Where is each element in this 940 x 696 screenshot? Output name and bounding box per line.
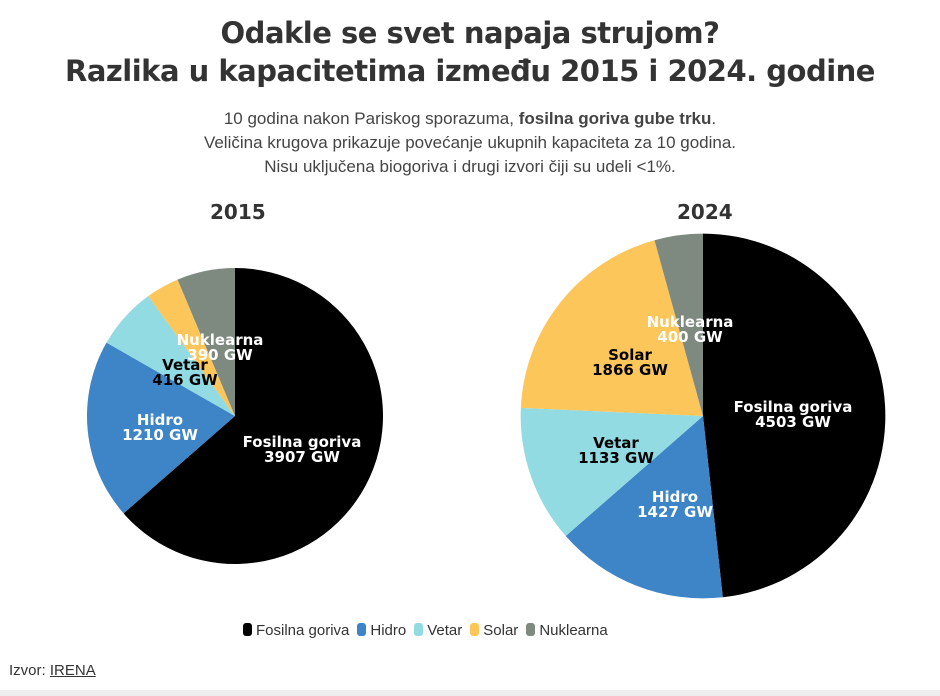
legend-swatch [526,623,536,636]
bottom-bar [0,690,940,696]
source: Izvor: IRENA [9,662,96,679]
pie-slice-2024-fosilna-goriva [703,233,886,598]
data-label: Solar 1866 GW [592,346,668,379]
pie-slice-2015-vetar [106,296,236,416]
legend-label: Hidro [370,622,407,639]
data-label: Nuklearna 400 GW [647,313,734,346]
pie-slice-2024-vetar [520,407,703,537]
data-label: Fosilna goriva 4503 GW [734,398,853,431]
data-label: Hidro 1210 GW [122,411,198,444]
title-line-1: Odakle se svet napaja strujom? [220,16,720,50]
legend-swatch [357,623,367,636]
legend-item: Solar [470,622,518,639]
pie-slice-2015-solar [148,279,235,416]
legend-label: Fosilna goriva [256,622,350,639]
legend: Fosilna goriva Hidro Vetar Solar Nuklearna [243,622,608,639]
legend-label: Vetar [427,622,463,639]
pie-title-2024: 2024 [677,200,733,224]
subtitle-text: . [711,109,717,128]
legend-label: Solar [483,622,519,639]
pie-slice-2024-nuklearna [654,233,703,416]
legend-item: Fosilna goriva [243,622,349,639]
subtitle-line-3: Nisu uključena biogoriva i drugi izvori … [264,157,676,176]
subtitle-line-2: Veličina krugova prikazuje povećanje uku… [203,133,737,152]
legend-item: Hidro [357,622,406,639]
pie-slice-2024-solar [520,240,703,416]
legend-swatch [414,623,424,636]
title-line-2: Razlika u kapacitetima između 2015 i 202… [65,54,875,88]
data-label: Fosilna goriva 3907 GW [243,433,362,466]
legend-label: Nuklearna [539,622,608,639]
legend-item: Vetar [414,622,462,639]
subtitle-text: 10 godina nakon Pariskog sporazuma, [223,109,519,128]
source-link[interactable]: IRENA [49,662,96,679]
data-label: Vetar 416 GW [152,356,218,389]
pie-slice-2015-hidro [87,342,235,514]
legend-swatch [243,623,252,636]
pie-slice-2015-nuklearna [177,268,235,416]
pie-slice-2015-fosilna-goriva [123,268,383,564]
legend-item: Nuklearna [526,622,608,639]
pie-slice-2024-hidro [565,416,723,599]
data-label: Vetar 1133 GW [578,434,654,467]
pie-title-2015: 2015 [210,200,266,224]
subtitle: 10 godina nakon Pariskog sporazuma, fosi… [0,107,940,179]
chart-title: Odakle se svet napaja strujom? Razlika u … [0,14,940,90]
legend-swatch [470,623,480,636]
data-label: Hidro 1427 GW [637,488,713,521]
source-label: Izvor: [9,662,46,679]
subtitle-bold: fosilna goriva gube trku [518,109,712,128]
data-label: Nuklearna 390 GW [177,331,264,364]
